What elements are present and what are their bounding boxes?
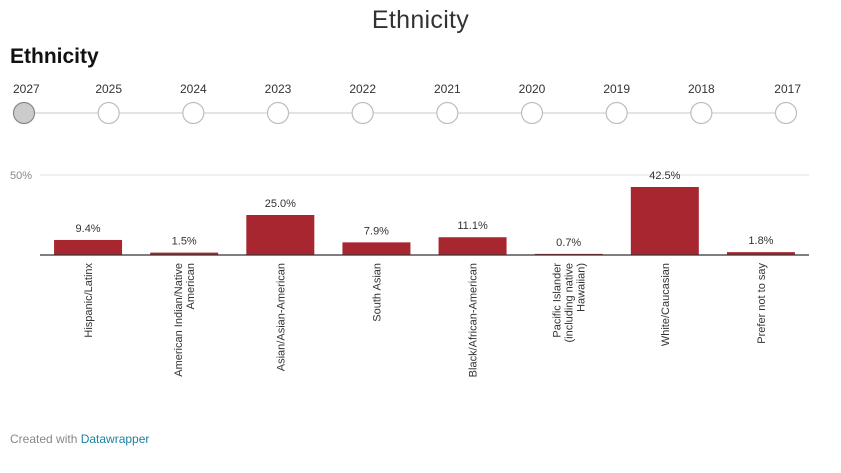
timeline-year-label: 2027	[13, 82, 40, 96]
bar-value-label: 1.5%	[172, 236, 197, 248]
timeline-dot	[690, 101, 713, 125]
category-label: (including native	[564, 263, 576, 343]
timeline-year-label: 2023	[265, 82, 292, 96]
timeline-year-2019[interactable]: 2019	[603, 82, 630, 125]
timeline-dot	[266, 101, 290, 125]
bar	[342, 242, 411, 255]
bar-value-label: 11.1%	[457, 220, 488, 232]
bar	[150, 252, 219, 255]
category-label: Hispanic/Latinx	[83, 263, 95, 338]
timeline-year-2020[interactable]: 2020	[519, 82, 546, 125]
category-label: Asian/Asian-American	[275, 263, 287, 371]
timeline-year-2027[interactable]: 2027	[12, 82, 40, 125]
category-label: South Asian	[371, 263, 383, 322]
footer-prefix: Created with	[10, 432, 81, 446]
bar	[438, 237, 507, 255]
bar-value-label: 25.0%	[265, 198, 296, 210]
timeline-dot	[436, 101, 459, 125]
timeline-dot-selected	[12, 101, 36, 125]
category-label: White/Caucasian	[660, 263, 672, 346]
timeline-year-2021[interactable]: 2021	[434, 82, 461, 125]
timeline-dot	[520, 101, 544, 125]
timeline-year-2025[interactable]: 2025	[95, 82, 122, 125]
category-label: Hawaiian)	[576, 263, 588, 312]
timeline-dot	[182, 101, 205, 125]
chart-title: Ethnicity	[10, 45, 99, 68]
timeline-dot	[351, 101, 374, 125]
timeline-year-label: 2018	[688, 82, 715, 96]
timeline-year-label: 2024	[180, 82, 207, 96]
category-label: Pacific Islander	[552, 263, 564, 338]
timeline-year-label: 2019	[603, 82, 630, 96]
timeline-year-label: 2022	[349, 82, 376, 96]
category-label: American Indian/Native	[173, 263, 185, 377]
bar	[54, 239, 123, 255]
y-tick-label: 50%	[10, 170, 32, 182]
timeline-year-2023[interactable]: 2023	[265, 82, 292, 125]
category-label: Black/African-American	[468, 263, 480, 377]
timeline-year-label: 2020	[519, 82, 546, 96]
bar-value-label: 42.5%	[649, 170, 680, 182]
bar	[726, 252, 795, 255]
timeline-dot	[97, 101, 120, 125]
bar-value-label: 7.9%	[364, 225, 389, 237]
bar	[630, 187, 699, 255]
timeline-year-2017[interactable]: 2017	[774, 82, 801, 125]
category-label: American	[185, 263, 197, 309]
timeline-year-2018[interactable]: 2018	[688, 82, 715, 125]
datawrapper-link[interactable]: Datawrapper	[80, 432, 150, 446]
timeline-dot	[774, 101, 798, 125]
timeline-year-label: 2017	[774, 82, 801, 96]
category-label: Prefer not to say	[756, 263, 768, 344]
timeline-year-label: 2025	[95, 82, 122, 96]
timeline-year-label: 2021	[434, 82, 461, 96]
bar-value-label: 0.7%	[556, 237, 581, 249]
bar-chart: 50% 9.4% Hispanic/Latinx 1.5% American India…	[10, 170, 809, 377]
bar-value-label: 1.8%	[748, 235, 773, 247]
timeline-dot	[605, 101, 628, 125]
bar	[246, 215, 315, 255]
bar-value-label: 9.4%	[76, 223, 101, 235]
year-timeline: 2027 2025 2024 2023 2022 2021 2020 2019 2018 2017	[12, 82, 801, 125]
timeline-year-2024[interactable]: 2024	[180, 82, 207, 125]
footer-credit: Created with Datawrapper	[10, 432, 149, 446]
timeline-year-2022[interactable]: 2022	[349, 82, 376, 125]
page-title: Ethnicity	[371, 6, 470, 34]
